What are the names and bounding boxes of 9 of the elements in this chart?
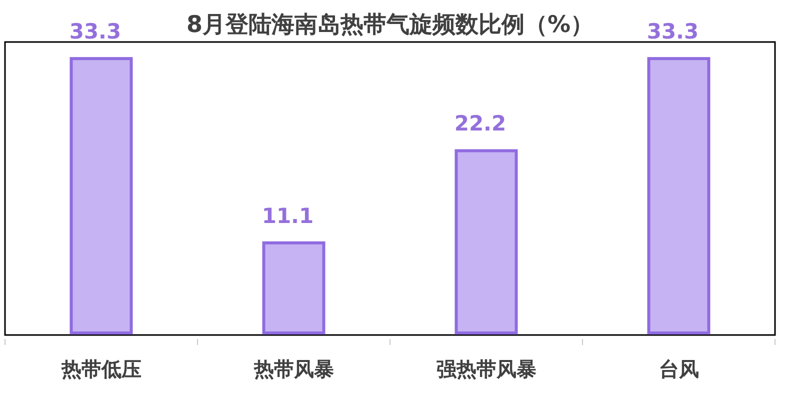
- x-tick-label: 台风: [658, 357, 699, 381]
- data-label: 33.3: [646, 20, 699, 44]
- x-tick-label: 强热带风暴: [436, 357, 536, 381]
- x-tick-label: 热带低压: [60, 357, 142, 381]
- data-label: 11.1: [262, 204, 314, 228]
- chart-title: 8月登陆海南岛热带气旋频数比例（%）: [186, 12, 594, 38]
- data-label: 22.2: [454, 112, 506, 136]
- x-tick-label: 热带风暴: [252, 357, 334, 381]
- data-label: 33.3: [69, 20, 122, 44]
